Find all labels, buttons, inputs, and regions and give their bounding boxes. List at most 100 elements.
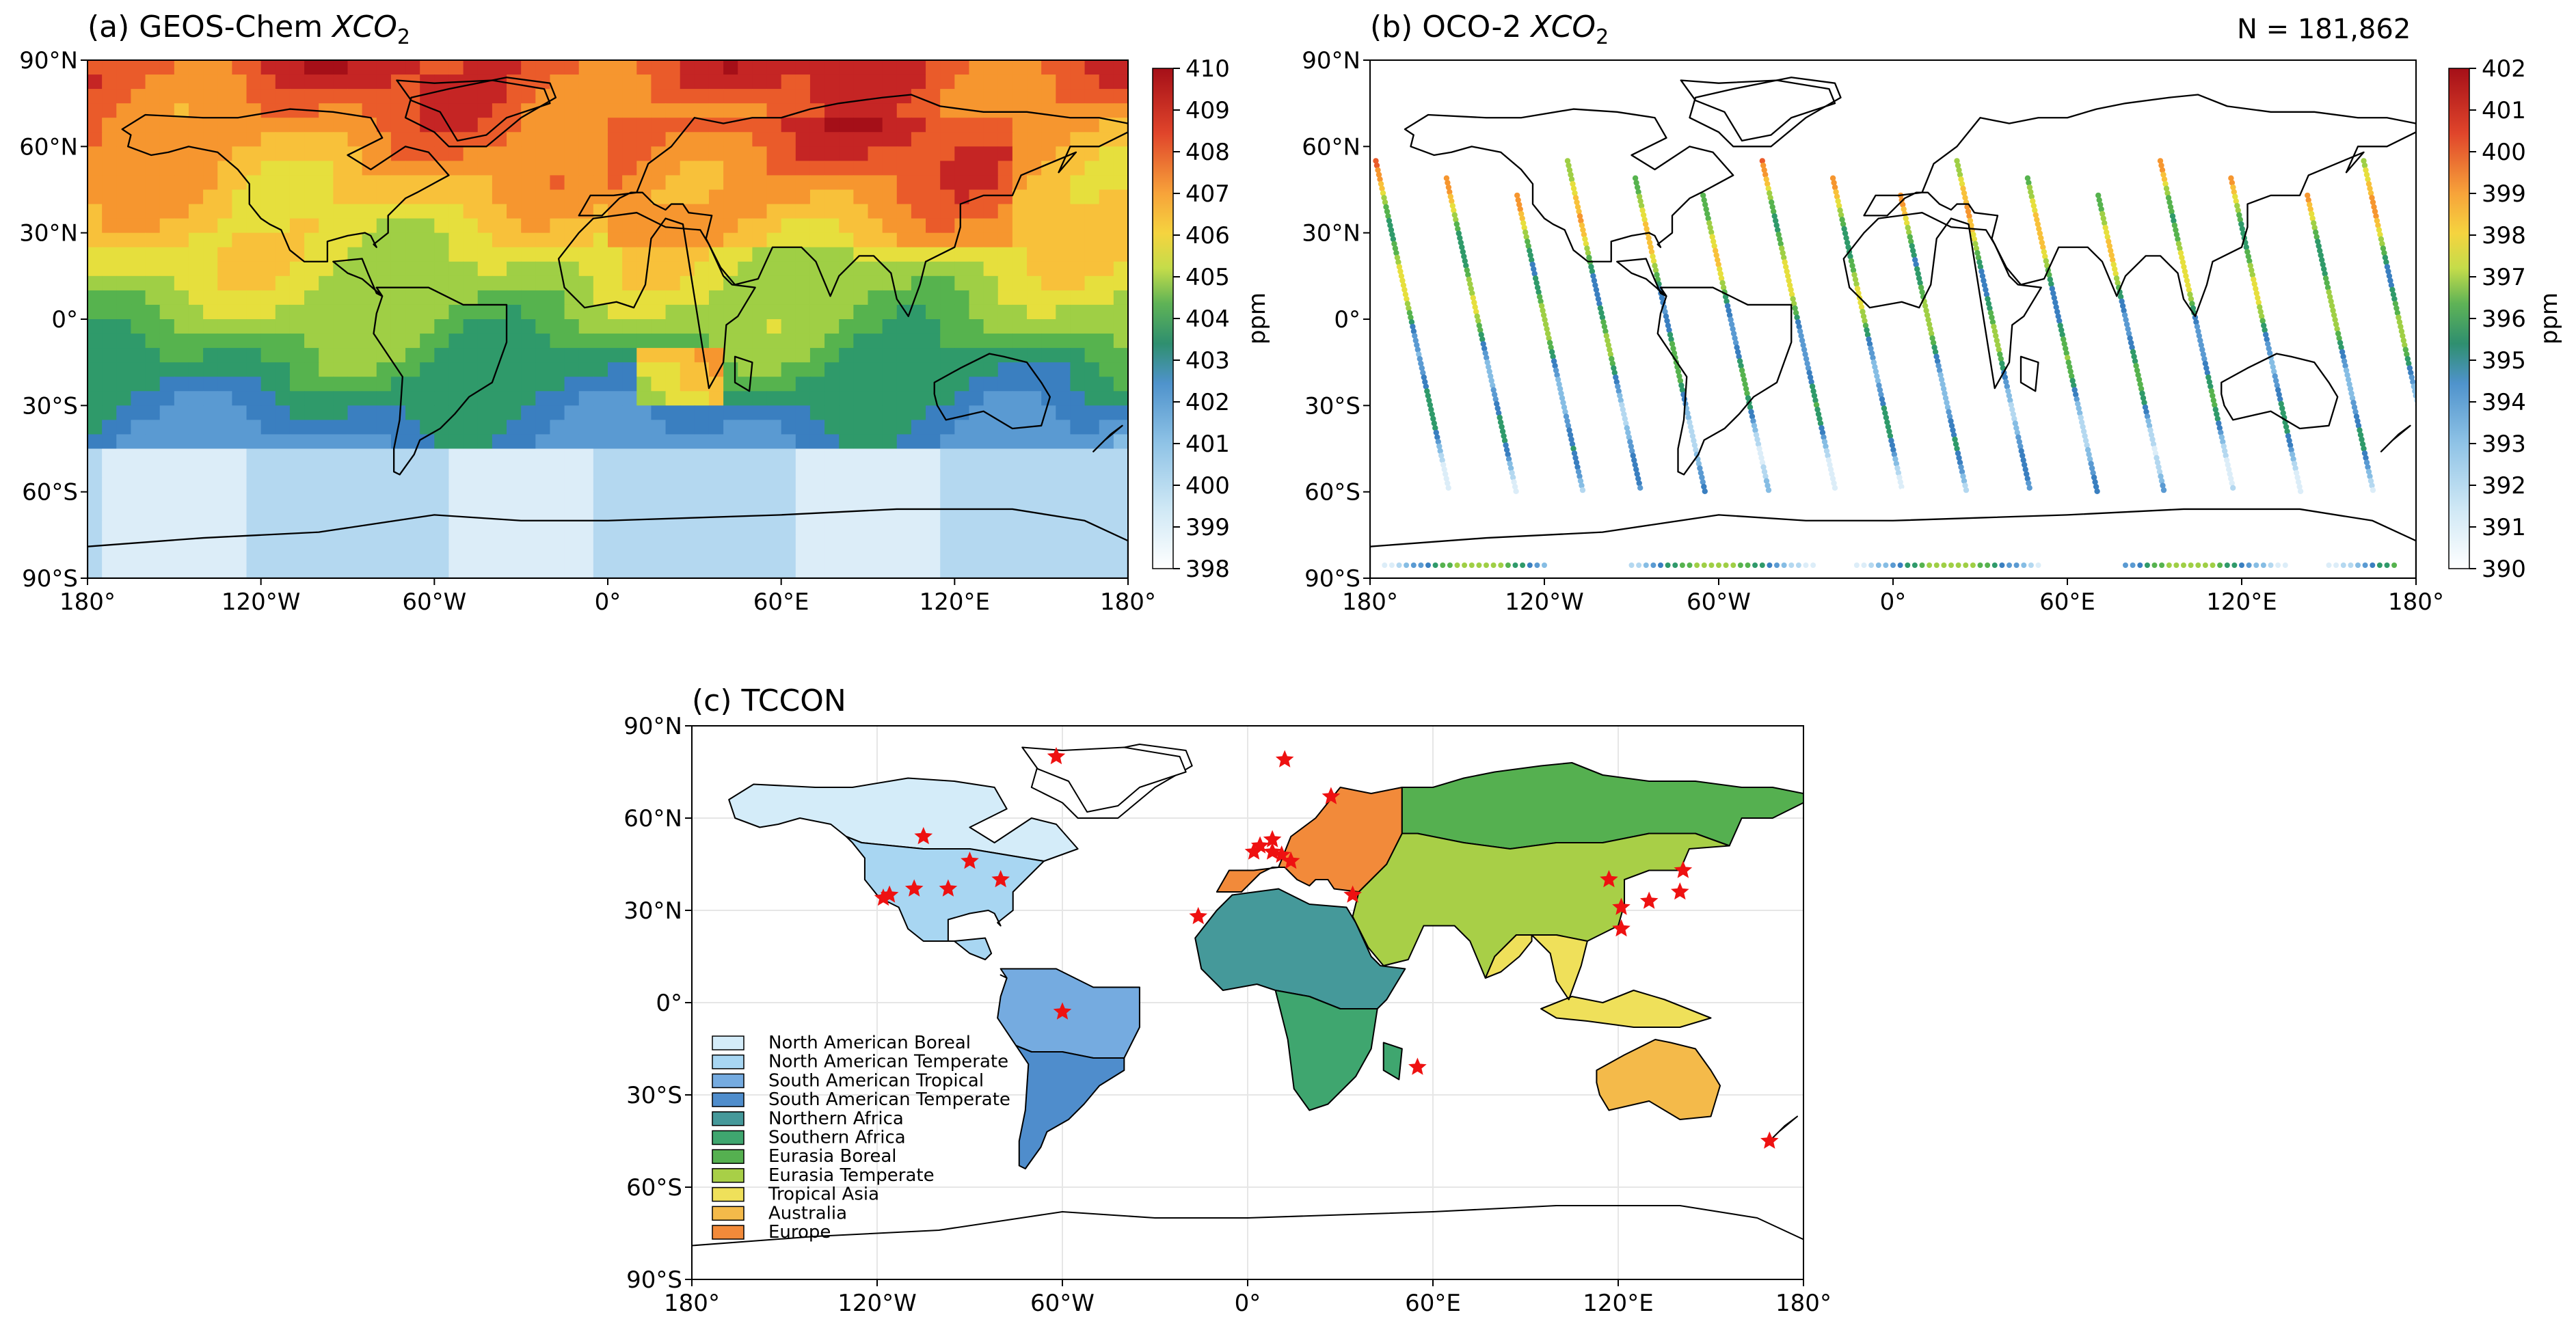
legend-swatch [712, 1168, 744, 1183]
panel-a-grid-cell [665, 261, 681, 277]
panel-a-grid-cell [448, 520, 464, 536]
panel-a-grid-cell [680, 434, 695, 450]
tccon-station-star [1600, 870, 1618, 888]
panel-a-grid-cell [102, 463, 117, 478]
panel-b-sounding [2353, 413, 2360, 420]
panel-a-grid-cell [260, 434, 276, 450]
panel-a-grid-cell [304, 261, 319, 277]
panel-a-grid-cell [1056, 334, 1071, 349]
panel-a-grid-cell [896, 549, 912, 565]
panel-a-grid-cell [420, 290, 435, 306]
panel-a-grid-cell [1041, 132, 1056, 147]
panel-b-sounding [2357, 427, 2363, 433]
panel-b-sounding [2362, 562, 2368, 568]
panel-a-grid-cell [911, 563, 926, 578]
panel-a-grid-cell [781, 391, 796, 406]
panel-b-sounding [1404, 301, 1411, 307]
panel-a-grid-cell [333, 60, 349, 75]
panel-a-grid-cell [1070, 218, 1086, 234]
panel-b-sounding [1643, 226, 1650, 232]
panel-b-sounding [1611, 370, 1618, 376]
panel-b-sounding [1932, 349, 1939, 355]
panel-a-grid-cell [246, 261, 262, 277]
panel-a-grid-cell [550, 275, 565, 291]
panel-a-grid-cell [319, 290, 334, 306]
panel-b-sounding [1723, 298, 1730, 305]
panel-b-sounding [1873, 368, 1879, 375]
panel-a-grid-cell [420, 520, 435, 536]
panel-b-sounding [1396, 562, 1402, 568]
panel-b-sounding [1911, 252, 1917, 258]
panel-a-grid-cell [1041, 362, 1056, 377]
panel-b-sounding [1786, 282, 1793, 288]
panel-b-sounding [2228, 175, 2234, 181]
panel-b-sounding [1929, 335, 1935, 341]
panel-a-grid-cell [723, 463, 738, 478]
panel-a-grid-cell [578, 146, 594, 161]
panel-a-grid-cell [1113, 60, 1128, 75]
panel-a-grid-cell [1056, 420, 1071, 435]
panel-a-grid-cell [174, 103, 189, 118]
panel-b-sounding [2326, 562, 2332, 568]
panel-b-sounding [1579, 487, 1586, 493]
panel-a-grid-cell [145, 405, 161, 420]
region-north-american-boreal [728, 777, 1079, 863]
panel-a-grid-cell [1027, 232, 1042, 248]
panel-a-grid-cell [405, 434, 420, 450]
panel-b-sounding [1677, 377, 1684, 384]
panel-a-grid-cell [362, 448, 377, 464]
panel-b-sounding [1611, 365, 1617, 371]
panel-b-sounding [2255, 299, 2262, 306]
panel-a-grid-cell [477, 334, 493, 349]
panel-b-sounding [1375, 167, 1381, 174]
panel-a-grid-cell [217, 534, 232, 550]
panel-a-grid-cell [896, 146, 912, 161]
panel-b-sounding [1726, 308, 1732, 314]
panel-a-grid-cell [88, 304, 103, 320]
panel-a-grid-cell [246, 391, 262, 406]
panel-b-sounding [1585, 249, 1592, 256]
panel-a-grid-cell [578, 506, 594, 521]
panel-a-grid-cell [260, 520, 276, 536]
panel-a-grid-cell [752, 290, 768, 306]
panel-b-sounding [1906, 229, 1912, 235]
panel-b-sounding [2406, 365, 2413, 371]
panel-a-grid-cell [232, 534, 247, 550]
panel-a-grid-cell [376, 304, 392, 320]
panel-a-grid-cell [694, 520, 710, 536]
panel-a-grid-cell [217, 348, 232, 363]
panel-b-sounding [1658, 562, 1663, 568]
panel-a-grid-cell [1099, 146, 1114, 161]
panel-a-grid-cell [550, 232, 565, 248]
panel-b-sounding [1971, 236, 1978, 243]
panel-b-sounding [2188, 562, 2194, 568]
panel-a-grid-cell [304, 218, 319, 234]
panel-a-grid-cell [159, 103, 175, 118]
panel-a-colorbar-label: 402 [1185, 389, 1230, 416]
panel-b-sounding [2367, 190, 2374, 196]
panel-a-grid-cell [217, 103, 232, 118]
panel-b-sounding [1788, 286, 1794, 293]
panel-b-sounding [1544, 326, 1550, 332]
panel-b-sounding [1505, 456, 1512, 462]
panel-b-sounding [1386, 217, 1393, 224]
panel-a-grid-cell [304, 304, 319, 320]
panel-b-sounding [2237, 217, 2243, 223]
panel-a-grid-cell [260, 218, 276, 234]
panel-a-grid-cell [983, 304, 999, 320]
panel-a-grid-cell [622, 89, 637, 104]
panel-a-grid-cell [492, 477, 507, 493]
panel-b-sounding [1880, 401, 1886, 407]
panel-a-grid-cell [868, 448, 883, 464]
panel-a-grid-cell [260, 491, 276, 507]
panel-a-grid-cell [347, 261, 363, 277]
panel-a-grid-cell [954, 563, 970, 578]
panel-a-grid-cell [1084, 463, 1100, 478]
panel-b-sounding [1525, 239, 1531, 245]
panel-b-sounding [1805, 365, 1812, 371]
panel-a-grid-cell [1056, 146, 1071, 161]
panel-b-sounding [2173, 562, 2179, 568]
panel-a-grid-cell [319, 60, 334, 75]
panel-b-sounding [1740, 372, 1746, 378]
panel-a-grid-cell [492, 491, 507, 507]
